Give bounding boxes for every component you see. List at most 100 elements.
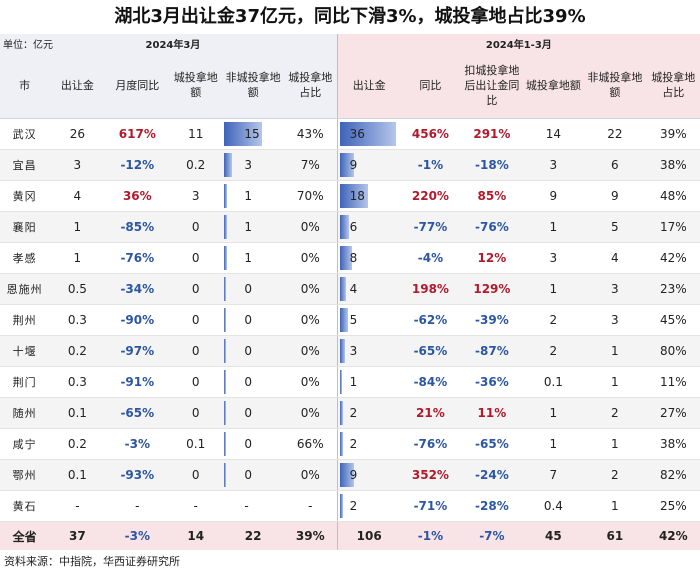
table-row: 襄阳 1 -85% 0 1 0% 6 -77% -76% 1 5 17% [0, 211, 700, 243]
cell-q-ct: 2 [523, 304, 584, 336]
cell-q-ct: 1 [523, 428, 584, 460]
cell-q-nonct: 1 [583, 335, 647, 367]
cell-m-ratio: - [283, 490, 338, 522]
header-q-yoy: 同比 [400, 52, 461, 119]
data-bar [339, 339, 345, 363]
cell-q-yoy: 220% [400, 180, 461, 212]
cell-value: - [244, 499, 249, 513]
cell-q-ct: 0.4 [523, 490, 584, 522]
cell-city: 十堰 [0, 335, 50, 367]
cell-q-yoy: -4% [400, 242, 461, 274]
cell-q-ct: 9 [523, 180, 584, 212]
cell-m-sale: 0.5 [49, 273, 106, 305]
cell-m-ratio: 0% [283, 211, 338, 243]
cell-q-ct: 3 [523, 242, 584, 274]
cell-q-ratio: 23% [646, 273, 700, 305]
cell-m-yoy: -76% [105, 242, 170, 274]
header-q-ratio: 城投拿地占比 [646, 52, 700, 119]
cell-m-ct: 0.2 [169, 149, 223, 181]
cell-value: 2 [349, 406, 358, 420]
cell-m-nonct: 1 [222, 211, 284, 243]
cell-q-yoy-ex: -28% [460, 490, 524, 522]
cell-m-sale: 0.3 [49, 366, 106, 398]
cell-q-sale: 9 [337, 149, 401, 181]
cell-m-nonct: 0 [222, 304, 284, 336]
data-bar [339, 153, 354, 177]
cell-q-yoy-ex: 12% [460, 242, 524, 274]
cell-m-sale: 4 [49, 180, 106, 212]
total-q-yoy-ex: -7% [460, 521, 524, 550]
cell-q-yoy-ex: -87% [460, 335, 524, 367]
cell-m-yoy: - [105, 490, 170, 522]
cell-m-yoy: -34% [105, 273, 170, 305]
cell-q-nonct: 2 [583, 459, 647, 491]
cell-m-ratio: 7% [283, 149, 338, 181]
table-row: 宜昌 3 -12% 0.2 3 7% 9 -1% -18% 3 6 38% [0, 149, 700, 181]
header-month-yoy: 月度同比 [105, 52, 170, 119]
cell-q-sale: 1 [337, 366, 401, 398]
cell-value: 36 [349, 127, 365, 141]
cell-city: 随州 [0, 397, 50, 429]
cell-q-ratio: 80% [646, 335, 700, 367]
table-row: 恩施州 0.5 -34% 0 0 0% 4 198% 129% 1 3 23% [0, 273, 700, 305]
cell-value: 0 [244, 344, 252, 358]
cell-m-yoy: -90% [105, 304, 170, 336]
cell-q-ct: 14 [523, 118, 584, 150]
cell-m-sale: - [49, 490, 106, 522]
cell-q-ct: 7 [523, 459, 584, 491]
cell-m-ratio: 0% [283, 273, 338, 305]
cell-q-yoy: -76% [400, 428, 461, 460]
cell-city: 黄冈 [0, 180, 50, 212]
cell-q-yoy: 456% [400, 118, 461, 150]
cell-m-ct: 0 [169, 335, 223, 367]
table-row: 荆门 0.3 -91% 0 0 0% 1 -84% -36% 0.1 1 11% [0, 366, 700, 398]
cell-q-yoy: -65% [400, 335, 461, 367]
cell-q-ratio: 42% [646, 242, 700, 274]
cell-m-ratio: 0% [283, 242, 338, 274]
cell-value: 0 [244, 437, 252, 451]
data-bar [224, 432, 227, 456]
cell-q-sale: 18 [337, 180, 401, 212]
cell-value: 8 [349, 251, 358, 265]
cell-value: 9 [349, 158, 358, 172]
cell-q-sale: 3 [337, 335, 401, 367]
data-bar [224, 308, 227, 332]
cell-m-nonct: 0 [222, 335, 284, 367]
cell-m-ct: 3 [169, 180, 223, 212]
cell-q-sale: 8 [337, 242, 401, 274]
cell-q-nonct: 4 [583, 242, 647, 274]
cell-q-sale: 2 [337, 397, 401, 429]
cell-value: 0 [244, 406, 252, 420]
data-bar [339, 494, 343, 518]
total-month-sale: 37 [49, 521, 106, 550]
cell-q-yoy-ex: 85% [460, 180, 524, 212]
cell-value: 2 [349, 437, 358, 451]
table-row: 武汉 26 617% 11 15 43% 36 456% 291% 14 22 39% [0, 118, 700, 150]
cell-value: 1 [244, 189, 252, 203]
data-bar [224, 277, 227, 301]
cell-q-yoy-ex: -76% [460, 211, 524, 243]
cell-value: 1 [244, 220, 252, 234]
cell-q-ct: 0.1 [523, 366, 584, 398]
cell-q-sale: 36 [337, 118, 401, 150]
cell-city: 黄石 [0, 490, 50, 522]
cell-q-yoy-ex: -36% [460, 366, 524, 398]
cell-q-ratio: 48% [646, 180, 700, 212]
cell-q-ratio: 27% [646, 397, 700, 429]
cell-q-nonct: 22 [583, 118, 647, 150]
cell-city: 荆州 [0, 304, 50, 336]
total-q-nonct: 61 [583, 521, 647, 550]
period-row: 单位：亿元 2024年3月 2024年1-3月 [0, 34, 700, 52]
total-month-ct: 14 [169, 521, 223, 550]
cell-value: 15 [244, 127, 260, 141]
cell-m-ct: 0 [169, 242, 223, 274]
total-q-yoy: -1% [400, 521, 461, 550]
cell-m-ct: 0 [169, 397, 223, 429]
cell-value: 0 [244, 313, 252, 327]
total-month-nonct: 22 [222, 521, 284, 550]
cell-q-sale: 4 [337, 273, 401, 305]
table-row: 十堰 0.2 -97% 0 0 0% 3 -65% -87% 2 1 80% [0, 335, 700, 367]
cell-q-ratio: 25% [646, 490, 700, 522]
cell-m-ct: - [169, 490, 223, 522]
cell-m-nonct: - [222, 490, 284, 522]
